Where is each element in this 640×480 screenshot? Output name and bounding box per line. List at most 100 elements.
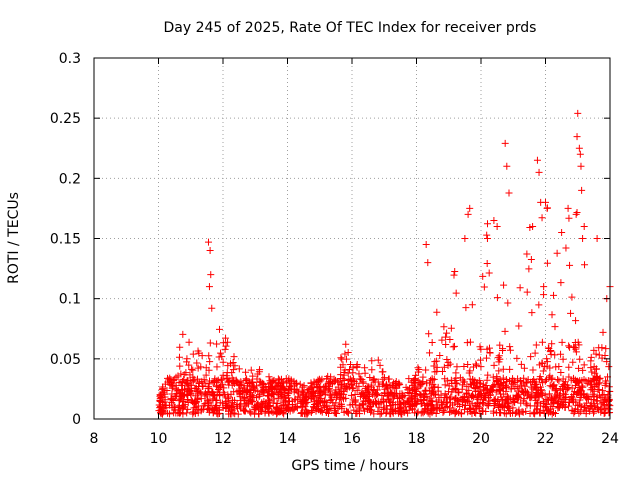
data-point	[272, 385, 280, 393]
data-point	[229, 396, 237, 404]
data-point	[490, 409, 498, 417]
data-point	[569, 396, 577, 404]
data-point	[527, 255, 535, 263]
data-point	[353, 386, 361, 394]
data-point	[208, 388, 216, 396]
data-point	[255, 410, 263, 418]
data-point	[492, 378, 500, 386]
data-point	[556, 391, 564, 399]
data-point	[281, 394, 289, 402]
data-point	[396, 398, 404, 406]
data-point	[194, 409, 202, 417]
data-point	[473, 405, 481, 413]
data-point	[253, 375, 261, 383]
data-point	[291, 396, 299, 404]
data-point	[480, 283, 488, 291]
data-point	[329, 399, 337, 407]
data-point	[360, 407, 368, 415]
data-point	[285, 385, 293, 393]
data-point	[166, 401, 174, 409]
data-point	[194, 364, 202, 372]
data-point	[523, 288, 531, 296]
data-point	[276, 382, 284, 390]
data-point	[517, 381, 525, 389]
data-point	[185, 338, 193, 346]
data-point	[179, 410, 187, 418]
data-point	[595, 379, 603, 387]
y-tick-label: 0	[72, 412, 81, 428]
data-point	[186, 371, 194, 379]
data-point	[536, 361, 544, 369]
data-point	[587, 364, 595, 372]
data-point	[184, 405, 192, 413]
data-point	[192, 403, 200, 411]
data-point	[191, 398, 199, 406]
data-point	[344, 369, 352, 377]
data-point	[163, 374, 171, 382]
data-point	[463, 383, 471, 391]
data-point	[359, 379, 367, 387]
data-point	[272, 404, 280, 412]
data-point	[236, 382, 244, 390]
data-point	[197, 395, 205, 403]
data-point	[246, 408, 254, 416]
data-point	[400, 409, 408, 417]
data-point	[402, 383, 410, 391]
data-point	[576, 150, 584, 158]
data-point	[471, 408, 479, 416]
data-point	[175, 406, 183, 414]
data-point	[163, 387, 171, 395]
data-point	[159, 407, 167, 415]
data-point	[433, 406, 441, 414]
data-point	[215, 406, 223, 414]
data-point	[584, 377, 592, 385]
data-point	[483, 401, 491, 409]
data-point	[581, 402, 589, 410]
data-point	[564, 204, 572, 212]
data-point	[386, 382, 394, 390]
data-point	[419, 373, 427, 381]
data-point	[535, 393, 543, 401]
data-point	[575, 144, 583, 152]
data-point	[228, 369, 236, 377]
data-point	[334, 383, 342, 391]
data-point	[273, 389, 281, 397]
data-point	[322, 382, 330, 390]
data-point	[429, 401, 437, 409]
y-tick-label: 0.2	[59, 171, 81, 187]
data-point	[538, 338, 546, 346]
data-point	[507, 377, 515, 385]
data-point	[593, 374, 601, 382]
y-axis-label: ROTI / TECUs	[6, 192, 22, 284]
data-point	[430, 375, 438, 383]
data-point	[543, 259, 551, 267]
data-point	[282, 375, 290, 383]
data-point	[505, 400, 513, 408]
data-point	[213, 377, 221, 385]
data-point	[180, 403, 188, 411]
data-point	[176, 343, 184, 351]
data-point	[479, 272, 487, 280]
data-point	[243, 386, 251, 394]
data-point	[452, 289, 460, 297]
data-point	[346, 365, 354, 373]
data-point	[539, 367, 547, 375]
x-tick-label: 14	[279, 431, 297, 447]
x-tick-label: 8	[90, 431, 99, 447]
data-point	[578, 186, 586, 194]
data-point	[167, 395, 175, 403]
data-point	[529, 366, 537, 374]
data-point	[365, 387, 373, 395]
data-point	[334, 378, 342, 386]
data-point	[205, 404, 213, 412]
data-point	[209, 395, 217, 403]
data-point	[499, 390, 507, 398]
data-point	[224, 394, 232, 402]
data-point	[183, 409, 191, 417]
data-point	[217, 349, 225, 357]
data-point	[248, 378, 256, 386]
data-point	[502, 376, 510, 384]
data-point	[536, 409, 544, 417]
data-point	[282, 397, 290, 405]
